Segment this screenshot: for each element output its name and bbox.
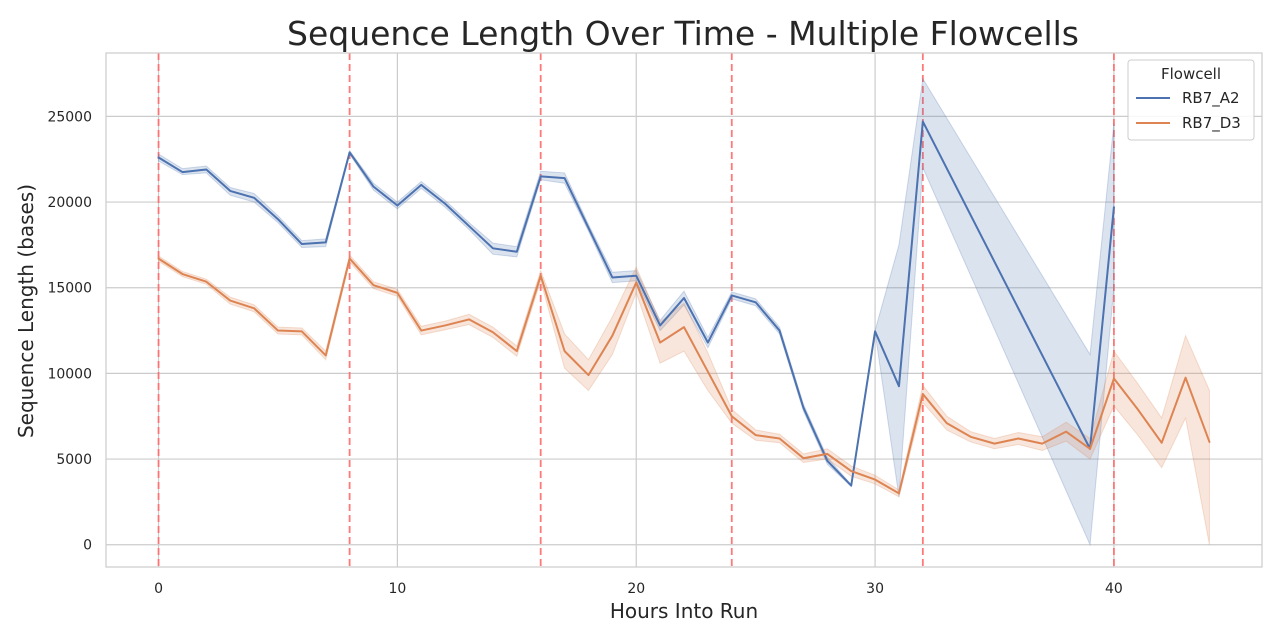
x-axis-ticks: 0 10 20 30 40	[154, 581, 1123, 597]
confidence-band	[158, 77, 1115, 547]
x-tick-label: 10	[388, 581, 406, 597]
confidence-band	[158, 254, 1210, 545]
legend: Flowcell RB7_A2 RB7_D3	[1127, 59, 1255, 141]
series-lines	[157, 120, 1211, 495]
series-line	[157, 257, 1211, 495]
chart-title: Sequence Length Over Time - Multiple Flo…	[287, 14, 1079, 53]
y-tick-label: 10000	[47, 366, 92, 382]
x-tick-label: 30	[866, 581, 884, 597]
legend-box	[1127, 59, 1255, 141]
plot-area-frame	[105, 52, 1263, 568]
series-line	[157, 120, 1115, 487]
legend-entry-label: RB7_D3	[1182, 114, 1241, 133]
legend-title: Flowcell	[1161, 65, 1221, 83]
y-tick-label: 5000	[56, 452, 92, 468]
y-tick-label: 15000	[47, 281, 92, 297]
x-tick-label: 20	[627, 581, 645, 597]
y-tick-label: 0	[83, 538, 92, 554]
reference-lines	[157, 53, 1115, 567]
x-tick-label: 40	[1105, 581, 1123, 597]
x-axis-label: Hours Into Run	[610, 599, 758, 623]
y-tick-label: 20000	[47, 195, 92, 211]
x-tick-label: 0	[154, 581, 163, 597]
confidence-bands	[158, 77, 1210, 547]
legend-entry-label: RB7_A2	[1182, 89, 1240, 108]
y-axis-label: Sequence Length (bases)	[14, 184, 38, 438]
y-axis-ticks: 0 5000 10000 15000 20000 25000	[47, 109, 92, 553]
y-tick-label: 25000	[47, 109, 92, 125]
